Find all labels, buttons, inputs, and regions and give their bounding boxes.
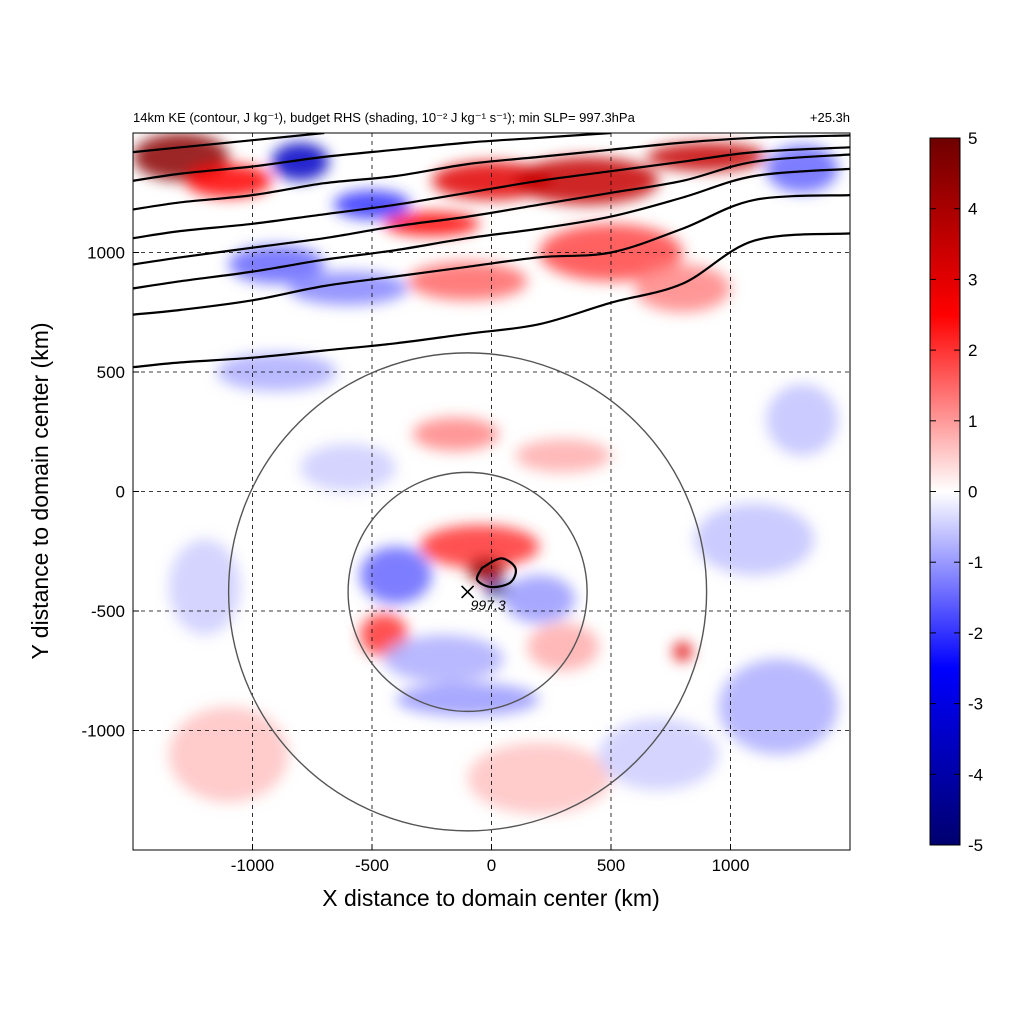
colorbar-tick-label: 2 bbox=[968, 341, 977, 360]
radius-rings bbox=[227, 352, 708, 832]
colorbar-tick-label: -4 bbox=[968, 765, 983, 784]
cyclone-center: 997.3 bbox=[461, 585, 506, 613]
time-label: +25.3h bbox=[810, 110, 850, 125]
shading-blob bbox=[646, 142, 767, 172]
colorbar-tick-label: 4 bbox=[968, 200, 977, 219]
ke-contours bbox=[133, 133, 850, 589]
colorbar-tick-label: -1 bbox=[968, 553, 983, 572]
ke-contour-line bbox=[133, 194, 850, 316]
x-tick-label: -1000 bbox=[231, 856, 274, 875]
colorbar-ticks: -5 -4 -3 -2 -1 0 1 2 3 4 5 bbox=[930, 129, 983, 855]
x-tick-label: 0 bbox=[487, 856, 496, 875]
x-tick-label: 1000 bbox=[712, 856, 750, 875]
shading-blob bbox=[333, 190, 411, 220]
chart-title: 14km KE (contour, J kg⁻¹), budget RHS (s… bbox=[133, 110, 636, 125]
cyclone-center-marker bbox=[461, 585, 475, 599]
ke-contour-line bbox=[133, 133, 325, 154]
radius-ring bbox=[347, 471, 588, 713]
y-axis-label: Y distance to domain center (km) bbox=[27, 322, 53, 659]
shading-blob bbox=[718, 658, 839, 755]
ke-contour-line bbox=[133, 232, 850, 369]
x-axis-label: X distance to domain center (km) bbox=[322, 885, 659, 911]
shading-blob bbox=[395, 682, 540, 717]
x-axis: -1000 -500 0 500 1000 bbox=[231, 844, 750, 875]
shading-blob bbox=[288, 271, 408, 306]
radius-ring bbox=[227, 352, 708, 832]
shading-blob bbox=[599, 718, 719, 791]
shading-blob bbox=[168, 706, 289, 803]
ke-contour-line bbox=[133, 133, 612, 182]
shading-blob bbox=[766, 383, 839, 456]
shading-blob bbox=[383, 211, 480, 236]
shading-blob bbox=[467, 558, 506, 583]
shading-blob bbox=[216, 352, 337, 392]
plot-area bbox=[133, 133, 850, 850]
colorbar: -5 -4 -3 -2 -1 0 1 2 3 4 5 bbox=[929, 129, 983, 855]
shading-blob bbox=[766, 144, 839, 193]
x-tick-label: -500 bbox=[355, 856, 389, 875]
shading-blob bbox=[694, 503, 815, 576]
shading-blob bbox=[185, 164, 272, 198]
ke-contour-line bbox=[133, 146, 850, 240]
x-tick-label: 500 bbox=[597, 856, 625, 875]
y-tick-label: 500 bbox=[97, 363, 125, 382]
y-tick-label: 1000 bbox=[87, 244, 125, 263]
shading-blob bbox=[431, 161, 552, 200]
shading-blob bbox=[412, 417, 499, 451]
colorbar-tick-label: -5 bbox=[968, 836, 983, 855]
colorbar-tick-label: 1 bbox=[968, 412, 977, 431]
shading-blob bbox=[467, 742, 611, 815]
y-tick-label: -500 bbox=[91, 602, 125, 621]
colorbar-tick-label: 3 bbox=[968, 270, 977, 289]
y-tick-label: -1000 bbox=[82, 722, 125, 741]
shading-blob bbox=[271, 142, 329, 181]
shading-blob bbox=[419, 524, 540, 568]
shading-blob bbox=[360, 546, 432, 604]
shading-blob bbox=[673, 642, 693, 662]
shading-blob bbox=[515, 438, 611, 473]
shading-blob bbox=[300, 443, 396, 492]
shading-blob bbox=[503, 575, 576, 623]
colorbar-tick-label: -3 bbox=[968, 695, 983, 714]
min-slp-label: 997.3 bbox=[471, 597, 506, 613]
colorbar-tick-label: -2 bbox=[968, 624, 983, 643]
ke-core-contour bbox=[475, 557, 517, 589]
shading-blob bbox=[527, 622, 600, 671]
ke-contour-line bbox=[133, 134, 850, 211]
y-tick-label: 0 bbox=[116, 483, 125, 502]
ke-contour-line bbox=[133, 167, 850, 290]
colorbar-tick-label: 0 bbox=[968, 483, 977, 502]
ke-contour-line bbox=[133, 153, 850, 266]
y-axis: -1000 -500 0 500 1000 bbox=[82, 244, 139, 741]
colorbar-tick-label: 5 bbox=[968, 129, 977, 148]
shading-blob bbox=[634, 264, 731, 313]
shading-blob bbox=[383, 634, 504, 683]
